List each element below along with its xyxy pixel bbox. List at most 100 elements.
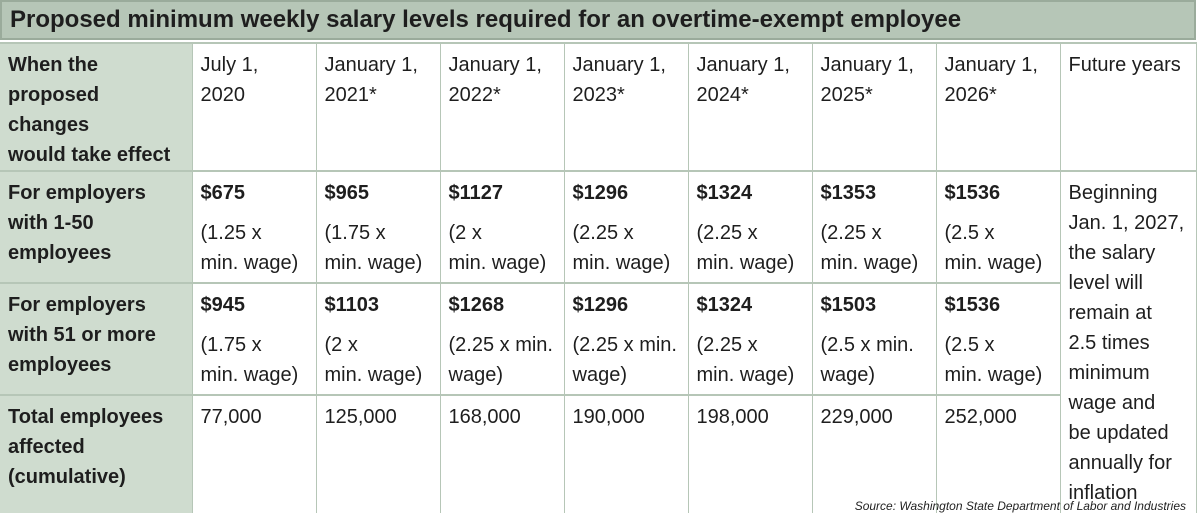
future-note-line: wage and (1068, 392, 1156, 414)
row-header-line: Total employees (8, 406, 164, 428)
wage-multiplier-line: (2 x (324, 334, 358, 356)
wage-multiplier-line: (2 x (448, 222, 482, 244)
table-cell: $1536 (2.5 x min. wage) (935, 282, 1060, 395)
spacer (945, 208, 1052, 218)
table-cell: $945 (1.75 x min. wage) (191, 282, 316, 395)
wage-multiplier-line: min. wage) (820, 252, 919, 274)
wage-multiplier-line: (2.25 x (572, 222, 634, 244)
date-line: January 1, (696, 54, 790, 76)
wage-multiplier-line: (2.5 x (944, 334, 995, 356)
table-row: When the proposed changes would take effec… (0, 42, 1197, 171)
wage-multiplier-line: (1.75 x (324, 222, 386, 244)
wage-multiplier-line: wage) (820, 364, 875, 386)
column-header-date: January 1, 2026* (935, 42, 1060, 171)
wage-multiplier-line: min. wage) (944, 364, 1043, 386)
row-header-line: with 51 or more (8, 324, 156, 346)
date-line: 2023* (572, 84, 625, 106)
row-header-line: proposed changes (8, 84, 100, 136)
spacer (697, 208, 804, 218)
wage-multiplier-line: min. wage) (324, 364, 423, 386)
column-header-date: January 1, 2021* (315, 42, 440, 171)
date-line: January 1, (572, 54, 666, 76)
wage-multiplier-line: min. wage) (696, 252, 795, 274)
salary-amount: $1296 (572, 294, 629, 316)
future-years-note: Beginning Jan. 1, 2027, the salary level wi… (1059, 170, 1197, 513)
table-cell: $675 (1.25 x min. wage) (191, 170, 316, 283)
wage-multiplier-line: (2.25 x min. (448, 334, 553, 356)
table-cell: $1296 (2.25 x min. wage) (563, 170, 688, 283)
chart-title: Proposed minimum weekly salary levels re… (0, 0, 1196, 40)
salary-amount: $675 (200, 182, 246, 204)
date-line: January 1, (820, 54, 914, 76)
date-line: July 1, (200, 54, 259, 76)
table-row: For employers with 51 or more employees $94… (0, 282, 1196, 395)
row-header-label: For employers with 51 or more employees (0, 282, 192, 395)
column-header-date: July 1, 2020 (191, 42, 316, 171)
future-note-line: annually for (1068, 452, 1172, 474)
spacer (821, 208, 928, 218)
column-header-date: January 1, 2024* (687, 42, 812, 171)
wage-multiplier-line: wage) (572, 364, 627, 386)
table-body: When the proposed changes would take effec… (0, 42, 1197, 513)
wage-multiplier-line: (1.25 x (200, 222, 262, 244)
date-line: January 1, (944, 54, 1038, 76)
future-note-line: Jan. 1, 2027, (1068, 212, 1185, 234)
table-cell: 252,000 (935, 394, 1060, 513)
table-cell: $1127 (2 x min. wage) (439, 170, 564, 283)
column-header-date: January 1, 2023* (563, 42, 688, 171)
table-cell: 198,000 (687, 394, 812, 513)
employee-count: 125,000 (324, 406, 397, 428)
row-header-line: For employers (8, 182, 146, 204)
table-cell: 168,000 (439, 394, 564, 513)
date-line: 2020 (200, 84, 246, 106)
column-header-date: Future years (1059, 42, 1197, 171)
table-cell: $1268 (2.25 x min. wage) (439, 282, 564, 395)
row-header-line: would take effect (8, 144, 171, 166)
spacer (201, 320, 308, 330)
spacer (945, 320, 1052, 330)
spacer (201, 208, 308, 218)
wage-multiplier-line: (2.25 x min. (572, 334, 677, 356)
salary-amount: $1324 (696, 182, 753, 204)
employee-count: 252,000 (944, 406, 1017, 428)
date-line: Future years (1068, 54, 1181, 76)
wage-multiplier-line: (2.25 x (696, 222, 758, 244)
date-line: 2025* (820, 84, 873, 106)
spacer (325, 320, 432, 330)
table-row: Total employees affected (cumulative) 77,00… (0, 394, 1196, 513)
wage-multiplier-line: (2.5 x (944, 222, 995, 244)
future-note-line: be updated (1068, 422, 1169, 444)
salary-amount: $1353 (820, 182, 877, 204)
future-note-line: the salary (1068, 242, 1156, 264)
wage-multiplier-line: min. wage) (200, 364, 299, 386)
row-header-line: When the (8, 54, 98, 76)
wage-multiplier-line: wage) (448, 364, 503, 386)
wage-multiplier-line: min. wage) (696, 364, 795, 386)
future-note-line: remain at (1068, 302, 1152, 324)
wage-multiplier-line: min. wage) (324, 252, 423, 274)
spacer (573, 208, 680, 218)
wage-multiplier-line: min. wage) (448, 252, 547, 274)
wage-multiplier-line: (2.25 x (696, 334, 758, 356)
date-line: 2026* (944, 84, 997, 106)
future-note-line: level will (1068, 272, 1143, 294)
spacer (697, 320, 804, 330)
table-cell: $1503 (2.5 x min. wage) (811, 282, 936, 395)
table-cell: 77,000 (191, 394, 316, 513)
table-cell: $1324 (2.25 x min. wage) (687, 170, 812, 283)
wage-multiplier-line: min. wage) (944, 252, 1043, 274)
salary-amount: $1536 (944, 182, 1001, 204)
wage-multiplier-line: (2.5 x min. (820, 334, 914, 356)
table-cell: $1353 (2.25 x min. wage) (811, 170, 936, 283)
row-header-line: For employers (8, 294, 146, 316)
spacer (449, 208, 556, 218)
future-note-line: minimum (1068, 362, 1150, 384)
table-cell: $1324 (2.25 x min. wage) (687, 282, 812, 395)
row-header-line: employees (8, 354, 112, 376)
table-cell: $1296 (2.25 x min. wage) (563, 282, 688, 395)
table-cell: $965 (1.75 x min. wage) (315, 170, 440, 283)
row-header-line: with 1-50 (8, 212, 94, 234)
wage-multiplier-line: (2.25 x (820, 222, 882, 244)
table-cell: 229,000 (811, 394, 936, 513)
